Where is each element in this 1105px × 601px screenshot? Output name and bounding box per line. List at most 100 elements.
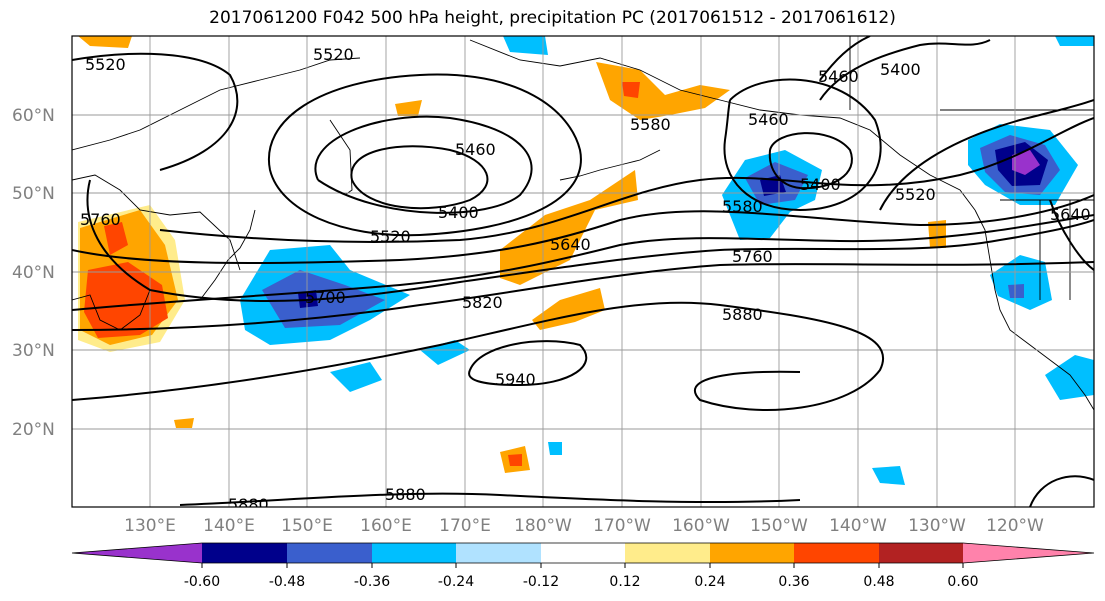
colorbar-label: -0.12 <box>523 574 559 590</box>
lon-label: 150°W <box>750 516 808 536</box>
contour-label: 5580 <box>630 115 671 134</box>
precip-region-mexico <box>1045 355 1094 400</box>
coastline-japan <box>199 209 256 301</box>
lon-label: 150°E <box>281 516 333 536</box>
contour-label: 5520 <box>313 45 354 64</box>
colorbar-cell <box>541 543 625 563</box>
precip-region-small-5 <box>174 418 194 428</box>
contour-5520-flow <box>159 117 1094 243</box>
precip-region-small-2 <box>420 340 470 365</box>
precip-region-small-9 <box>548 442 562 455</box>
colorbar-label: 0.36 <box>778 574 809 590</box>
contour-label: 5880 <box>722 305 763 324</box>
contour-5880 <box>72 301 884 411</box>
colorbar-cell <box>794 543 879 563</box>
contour-5880-south <box>179 492 801 506</box>
contour-label: 5520 <box>370 227 411 246</box>
colorbar-cell <box>72 543 202 563</box>
coastline-north-america <box>974 209 1094 411</box>
colorbar-cell <box>202 543 287 563</box>
colorbar-cell <box>963 543 1094 563</box>
colorbar-cell <box>372 543 456 563</box>
contour-label: 5760 <box>80 210 121 229</box>
contour-label: 5520 <box>85 55 126 74</box>
contour-5520-low <box>267 73 582 237</box>
contour-5520-east <box>879 99 1094 211</box>
colorbar-cell <box>287 543 372 563</box>
contour-label: 5640 <box>1050 205 1091 224</box>
precip-region-aleutian-red <box>622 82 640 98</box>
contour-label: 5400 <box>880 60 921 79</box>
colorbar-label: -0.36 <box>354 574 390 590</box>
contour-5460-ne <box>819 36 871 81</box>
lat-label: 50°N <box>12 184 55 204</box>
precip-region-us-west <box>990 255 1052 310</box>
lon-label: 140°W <box>829 516 887 536</box>
lon-axis: 130°E 140°E 150°E 160°E 170°E 180°W 170°… <box>124 516 1044 536</box>
colorbar-label: 0.60 <box>947 574 978 590</box>
colorbar-cell <box>879 543 963 563</box>
contour-alaska-inner <box>768 132 853 190</box>
contour-5400-ne <box>819 39 991 101</box>
precip-region-small-1 <box>330 362 382 392</box>
lon-label: 170°E <box>439 516 491 536</box>
lon-label: 130°W <box>908 516 966 536</box>
contour-label: 5880 <box>228 495 269 514</box>
contour-alaska-low <box>723 78 882 212</box>
lon-label: 180°W <box>514 516 572 536</box>
precip-region-small-7 <box>1055 36 1094 46</box>
contour-label: 5460 <box>818 67 859 86</box>
contour-label: 5640 <box>550 235 591 254</box>
colorbar: -0.60 -0.48 -0.36 -0.24 -0.12 0.12 0.24 … <box>71 542 1095 590</box>
precip-region-korea <box>104 222 128 255</box>
contour-label: 5940 <box>495 370 536 389</box>
precip-region-small-8 <box>872 466 905 485</box>
lon-label: 170°W <box>593 516 651 536</box>
lat-axis: 60°N 50°N 40°N 30°N 20°N <box>12 106 55 440</box>
contour-label: 5460 <box>455 140 496 159</box>
plot-background <box>72 36 1094 507</box>
lon-label: 160°W <box>672 516 730 536</box>
contour-south-east <box>1029 475 1094 507</box>
map-title: 2017061200 F042 500 hPa height, precipit… <box>209 8 896 28</box>
lon-label: 120°W <box>986 516 1044 536</box>
contour-5820 <box>72 261 1094 331</box>
map-plot-area: 5520 5520 5460 5400 5520 5640 5760 5700 … <box>71 35 1095 514</box>
lon-label: 160°E <box>360 516 412 536</box>
colorbar-cell <box>710 543 794 563</box>
colorbar-labels: -0.60 -0.48 -0.36 -0.24 -0.12 0.12 0.24 … <box>184 574 979 590</box>
precip-region-us-west-core <box>1008 284 1024 298</box>
lat-label: 30°N <box>12 341 55 361</box>
colorbar-label: 0.12 <box>609 574 640 590</box>
precip-region-bc-core <box>1012 150 1040 175</box>
colorbar-cell <box>625 543 710 563</box>
contour-5940 <box>468 340 588 387</box>
colorbar-cell <box>456 543 541 563</box>
contour-5520-north <box>72 52 239 171</box>
contour-label: 5820 <box>462 293 503 312</box>
precip-region-aleutian <box>596 62 730 120</box>
colorbar-label: 0.48 <box>863 574 894 590</box>
plot-frame <box>71 35 1095 508</box>
colorbar-ticks <box>201 563 964 568</box>
lat-label: 20°N <box>12 420 55 440</box>
contour-label: 5880 <box>385 485 426 504</box>
contour-label: 5400 <box>438 203 479 222</box>
lon-label: 130°E <box>124 516 176 536</box>
contour-5700 <box>72 214 1094 311</box>
contour-label: 5520 <box>895 185 936 204</box>
contour-5400-low <box>350 145 489 210</box>
graticule <box>72 36 1094 507</box>
precip-region-small-3 <box>503 36 548 55</box>
contour-5640-east <box>1049 199 1094 271</box>
lat-label: 40°N <box>12 263 55 283</box>
height-contours <box>72 36 1094 507</box>
contour-label: 5700 <box>305 288 346 307</box>
contour-5640 <box>72 194 1094 264</box>
lat-label: 60°N <box>12 106 55 126</box>
contour-label: 5580 <box>722 197 763 216</box>
precip-region-north-japan <box>78 36 132 48</box>
colorbar-label: -0.24 <box>438 574 474 590</box>
precip-region-small-4 <box>395 100 422 116</box>
